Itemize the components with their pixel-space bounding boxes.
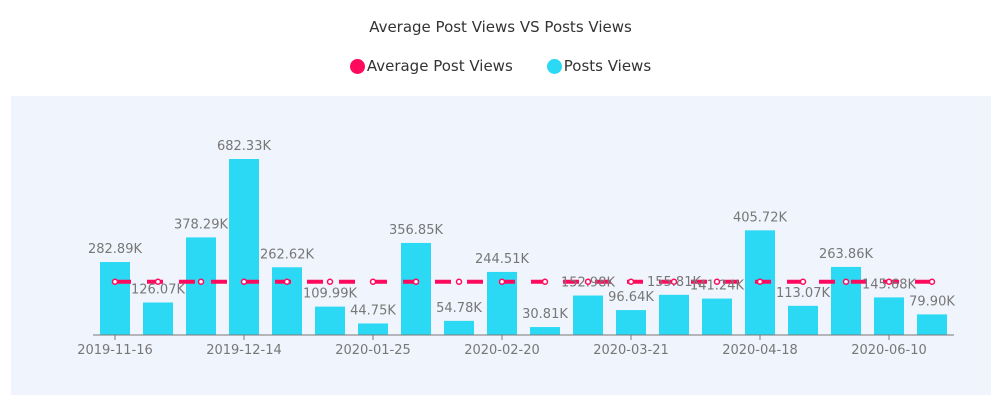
average-point: [369, 278, 377, 286]
bar[interactable]: [874, 297, 904, 335]
average-point: [541, 278, 549, 286]
bar[interactable]: [702, 298, 732, 335]
bar[interactable]: [100, 262, 130, 335]
data-label: 96.64K: [608, 290, 654, 305]
plot-area: [11, 96, 991, 395]
legend-marker-average: [349, 58, 365, 74]
bar[interactable]: [831, 266, 861, 335]
bar[interactable]: [530, 327, 560, 335]
x-tick-label: 2020-02-20: [464, 343, 540, 358]
average-point: [842, 278, 850, 286]
data-label: 282.89K: [88, 242, 142, 257]
average-point: [584, 278, 592, 286]
x-tick-label: 2020-01-25: [335, 343, 411, 358]
average-point: [283, 278, 291, 286]
legend-item-average[interactable]: Average Post Views: [349, 57, 513, 75]
bar[interactable]: [616, 310, 646, 335]
average-point: [240, 278, 248, 286]
bar[interactable]: [272, 267, 302, 335]
data-label: 109.99K: [303, 287, 357, 302]
average-point: [885, 278, 893, 286]
average-point: [154, 278, 162, 286]
average-point: [713, 278, 721, 286]
chart-title: Average Post Views VS Posts Views: [369, 18, 632, 36]
bar[interactable]: [444, 320, 474, 335]
average-point: [326, 278, 334, 286]
data-label: 356.85K: [389, 223, 443, 238]
bar[interactable]: [186, 237, 216, 335]
data-label: 152.98K: [561, 276, 615, 291]
average-point: [928, 278, 936, 286]
x-tick-label: 2019-11-16: [77, 343, 153, 358]
data-label: 79.90K: [909, 294, 955, 309]
legend-label-posts: Posts Views: [563, 57, 652, 75]
average-point: [627, 278, 635, 286]
average-point: [799, 278, 807, 286]
data-label: 405.72K: [733, 210, 787, 225]
x-tick-label: 2020-06-10: [851, 343, 927, 358]
x-tick-label: 2020-04-18: [722, 343, 798, 358]
data-label: 44.75K: [350, 303, 396, 318]
x-tick-label: 2019-12-14: [206, 343, 282, 358]
average-point: [455, 278, 463, 286]
bar[interactable]: [573, 295, 603, 335]
bar[interactable]: [401, 242, 431, 335]
data-label: 54.78K: [436, 301, 482, 316]
average-point: [670, 278, 678, 286]
data-label: 263.86K: [819, 247, 873, 262]
bar[interactable]: [229, 159, 259, 335]
bar[interactable]: [143, 302, 173, 335]
data-label: 126.07K: [131, 282, 185, 297]
average-point: [197, 278, 205, 286]
average-point: [756, 278, 764, 286]
legend-label-average: Average Post Views: [366, 57, 513, 75]
legend-item-posts[interactable]: Posts Views: [546, 57, 652, 75]
bar[interactable]: [659, 294, 689, 335]
average-point: [498, 278, 506, 286]
legend: Average Post Views Posts Views: [0, 57, 1001, 75]
data-label: 30.81K: [522, 307, 568, 322]
x-tick-label: 2020-03-21: [593, 343, 669, 358]
data-label: 155.81K: [647, 275, 701, 290]
data-label: 244.51K: [475, 252, 529, 267]
bar[interactable]: [917, 314, 947, 335]
average-point: [412, 278, 420, 286]
data-label: 141.24K: [690, 279, 744, 294]
data-label: 113.07K: [776, 286, 830, 301]
data-label: 682.33K: [217, 139, 271, 154]
data-label: 145.68K: [862, 277, 916, 292]
bar[interactable]: [788, 305, 818, 335]
bar[interactable]: [358, 323, 388, 335]
legend-marker-posts: [546, 58, 562, 74]
data-label: 378.29K: [174, 217, 228, 232]
data-label: 262.62K: [260, 247, 314, 262]
average-point: [111, 278, 119, 286]
bar[interactable]: [315, 306, 345, 335]
